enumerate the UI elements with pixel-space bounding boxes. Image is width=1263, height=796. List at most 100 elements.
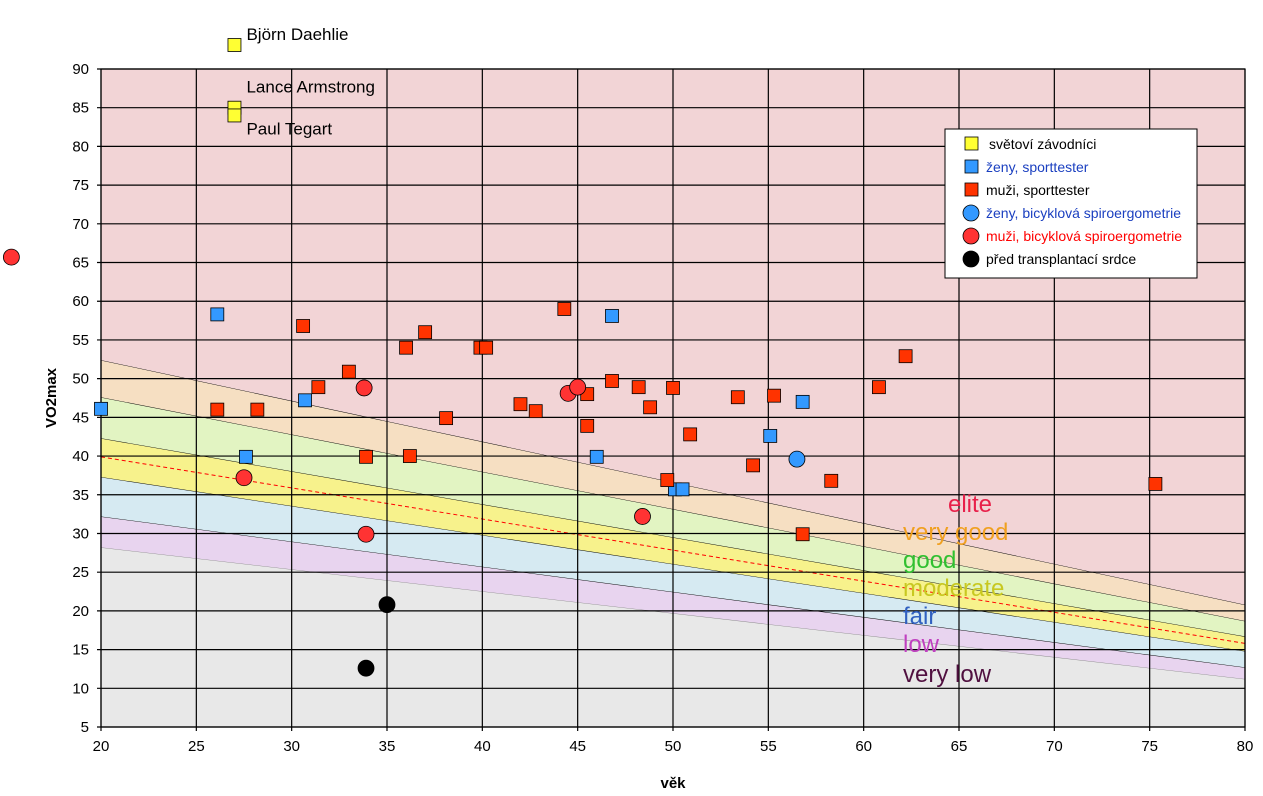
legend-label: před transplantací srdce xyxy=(986,251,1136,267)
y-tick-label: 35 xyxy=(72,487,89,504)
legend-label: muži, sporttester xyxy=(986,182,1090,198)
y-tick-label: 85 xyxy=(72,100,89,117)
square-point xyxy=(795,394,810,409)
square-point xyxy=(399,340,413,355)
y-tick-label: 50 xyxy=(72,371,89,388)
y-axis-label: VO2max xyxy=(43,367,60,428)
athlete-label: Paul Tegart xyxy=(246,119,332,138)
legend-circle-icon xyxy=(962,227,980,245)
circle-point xyxy=(569,378,587,396)
square-point xyxy=(418,325,433,340)
legend-label: ženy, sporttester xyxy=(986,159,1089,175)
circle-point xyxy=(357,659,375,677)
circle-point xyxy=(634,508,651,525)
square-point xyxy=(730,390,745,405)
x-tick-label: 20 xyxy=(93,738,110,755)
band-label-moderate: moderate xyxy=(903,575,1004,602)
x-tick-label: 45 xyxy=(569,738,586,755)
y-tick-label: 75 xyxy=(72,177,89,194)
x-tick-label: 55 xyxy=(760,738,777,755)
x-tick-label: 70 xyxy=(1046,738,1063,755)
square-point xyxy=(479,340,494,355)
square-point xyxy=(589,449,604,464)
band-label-fair: fair xyxy=(903,603,936,630)
x-tick-label: 60 xyxy=(855,738,872,755)
square-point xyxy=(746,458,760,473)
y-tick-label: 40 xyxy=(72,448,89,465)
band-label-very-good: very good xyxy=(903,519,1008,546)
legend-circle-icon xyxy=(962,250,980,268)
legend-label: muži, bicyklová spiroergometrie xyxy=(986,228,1182,244)
square-point xyxy=(513,397,528,412)
x-tick-label: 35 xyxy=(379,738,396,755)
y-tick-label: 60 xyxy=(72,293,89,310)
square-point xyxy=(227,38,242,52)
square-point xyxy=(341,364,356,379)
square-point xyxy=(660,473,675,487)
square-point xyxy=(528,404,543,419)
athlete-label: Lance Armstrong xyxy=(246,78,375,97)
y-tick-label: 5 xyxy=(81,719,89,736)
square-point xyxy=(643,400,658,415)
square-point xyxy=(605,309,619,323)
legend-square-icon xyxy=(964,136,979,151)
x-tick-label: 25 xyxy=(188,738,205,755)
x-tick-label: 65 xyxy=(951,738,968,755)
square-point xyxy=(250,402,265,417)
y-tick-label: 65 xyxy=(72,255,89,272)
band-label-low: low xyxy=(903,631,940,658)
band-label-good: good xyxy=(903,547,956,574)
y-tick-label: 55 xyxy=(72,332,89,349)
legend-label: světoví závodníci xyxy=(989,136,1096,152)
square-point xyxy=(296,319,311,333)
square-point xyxy=(210,307,225,322)
square-point xyxy=(239,449,253,464)
circle-point xyxy=(2,248,20,266)
x-tick-label: 75 xyxy=(1141,738,1158,755)
y-tick-label: 25 xyxy=(72,564,89,581)
data-points: Björn Daehlie Lance Armstrong Paul Tegart xyxy=(2,25,1163,677)
circle-point xyxy=(357,525,375,543)
square-point xyxy=(557,302,572,316)
y-tick-label: 70 xyxy=(72,216,89,233)
square-point xyxy=(580,418,595,433)
band-label-elite: elite xyxy=(948,491,992,518)
axis-ticks: 20 25 30 35 40 45 50 55 60 65 70 75 80 5 10 15 20 25 30 35 4… xyxy=(72,61,1253,755)
x-tick-label: 50 xyxy=(665,738,682,755)
square-point xyxy=(898,349,913,364)
y-tick-label: 10 xyxy=(72,680,89,697)
square-point xyxy=(683,427,698,442)
square-point xyxy=(94,401,108,416)
x-tick-label: 30 xyxy=(283,738,300,755)
square-point xyxy=(872,380,886,395)
legend-square-icon xyxy=(964,159,979,174)
y-tick-label: 15 xyxy=(72,642,89,659)
y-tick-label: 30 xyxy=(72,525,89,542)
circle-point xyxy=(235,469,253,487)
square-point xyxy=(298,393,312,408)
square-point xyxy=(311,380,326,395)
circle-point xyxy=(378,596,396,614)
athlete-label: Björn Daehlie xyxy=(246,25,348,44)
square-point xyxy=(402,449,417,463)
square-point xyxy=(210,402,225,417)
plot-border xyxy=(100,68,1246,728)
square-point xyxy=(631,380,646,395)
square-point xyxy=(227,108,242,123)
band-label-very-low: very low xyxy=(903,661,992,688)
circle-point xyxy=(788,450,806,468)
square-point xyxy=(605,374,619,388)
legend-box xyxy=(944,128,1198,279)
square-point xyxy=(675,482,690,497)
square-point xyxy=(763,429,778,443)
x-axis-label: věk xyxy=(660,775,686,792)
square-point xyxy=(795,527,810,542)
square-point xyxy=(767,388,781,403)
square-point xyxy=(359,449,373,464)
square-point xyxy=(1148,477,1163,491)
square-point xyxy=(666,381,680,395)
legend-circle-icon xyxy=(962,204,980,222)
legend-square-icon xyxy=(964,182,979,197)
